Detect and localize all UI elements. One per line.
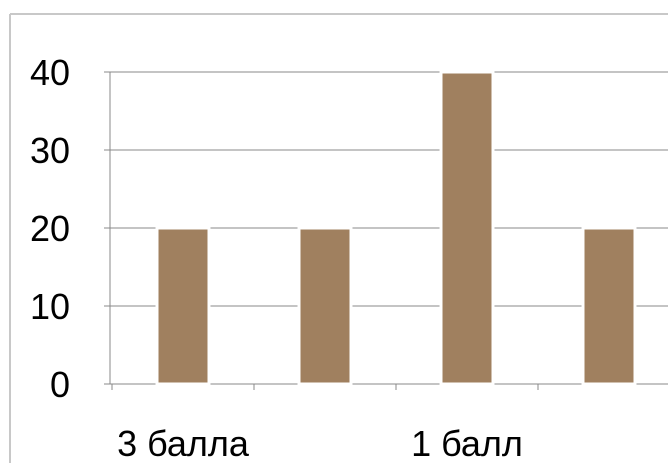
bar-3: [581, 226, 637, 386]
y-tick-label-30: 30: [30, 130, 70, 171]
y-tick-label-10: 10: [30, 286, 70, 327]
x-category-label-0: 3 балла: [117, 423, 250, 463]
bar-1: [297, 226, 353, 386]
y-tick-label-0: 0: [50, 364, 70, 405]
x-category-label-2: 1 балл: [411, 423, 523, 463]
y-tick-label-40: 40: [30, 52, 70, 93]
bar-0: [155, 226, 211, 386]
bar-2: [439, 70, 495, 386]
y-tick-label-20: 20: [30, 208, 70, 249]
